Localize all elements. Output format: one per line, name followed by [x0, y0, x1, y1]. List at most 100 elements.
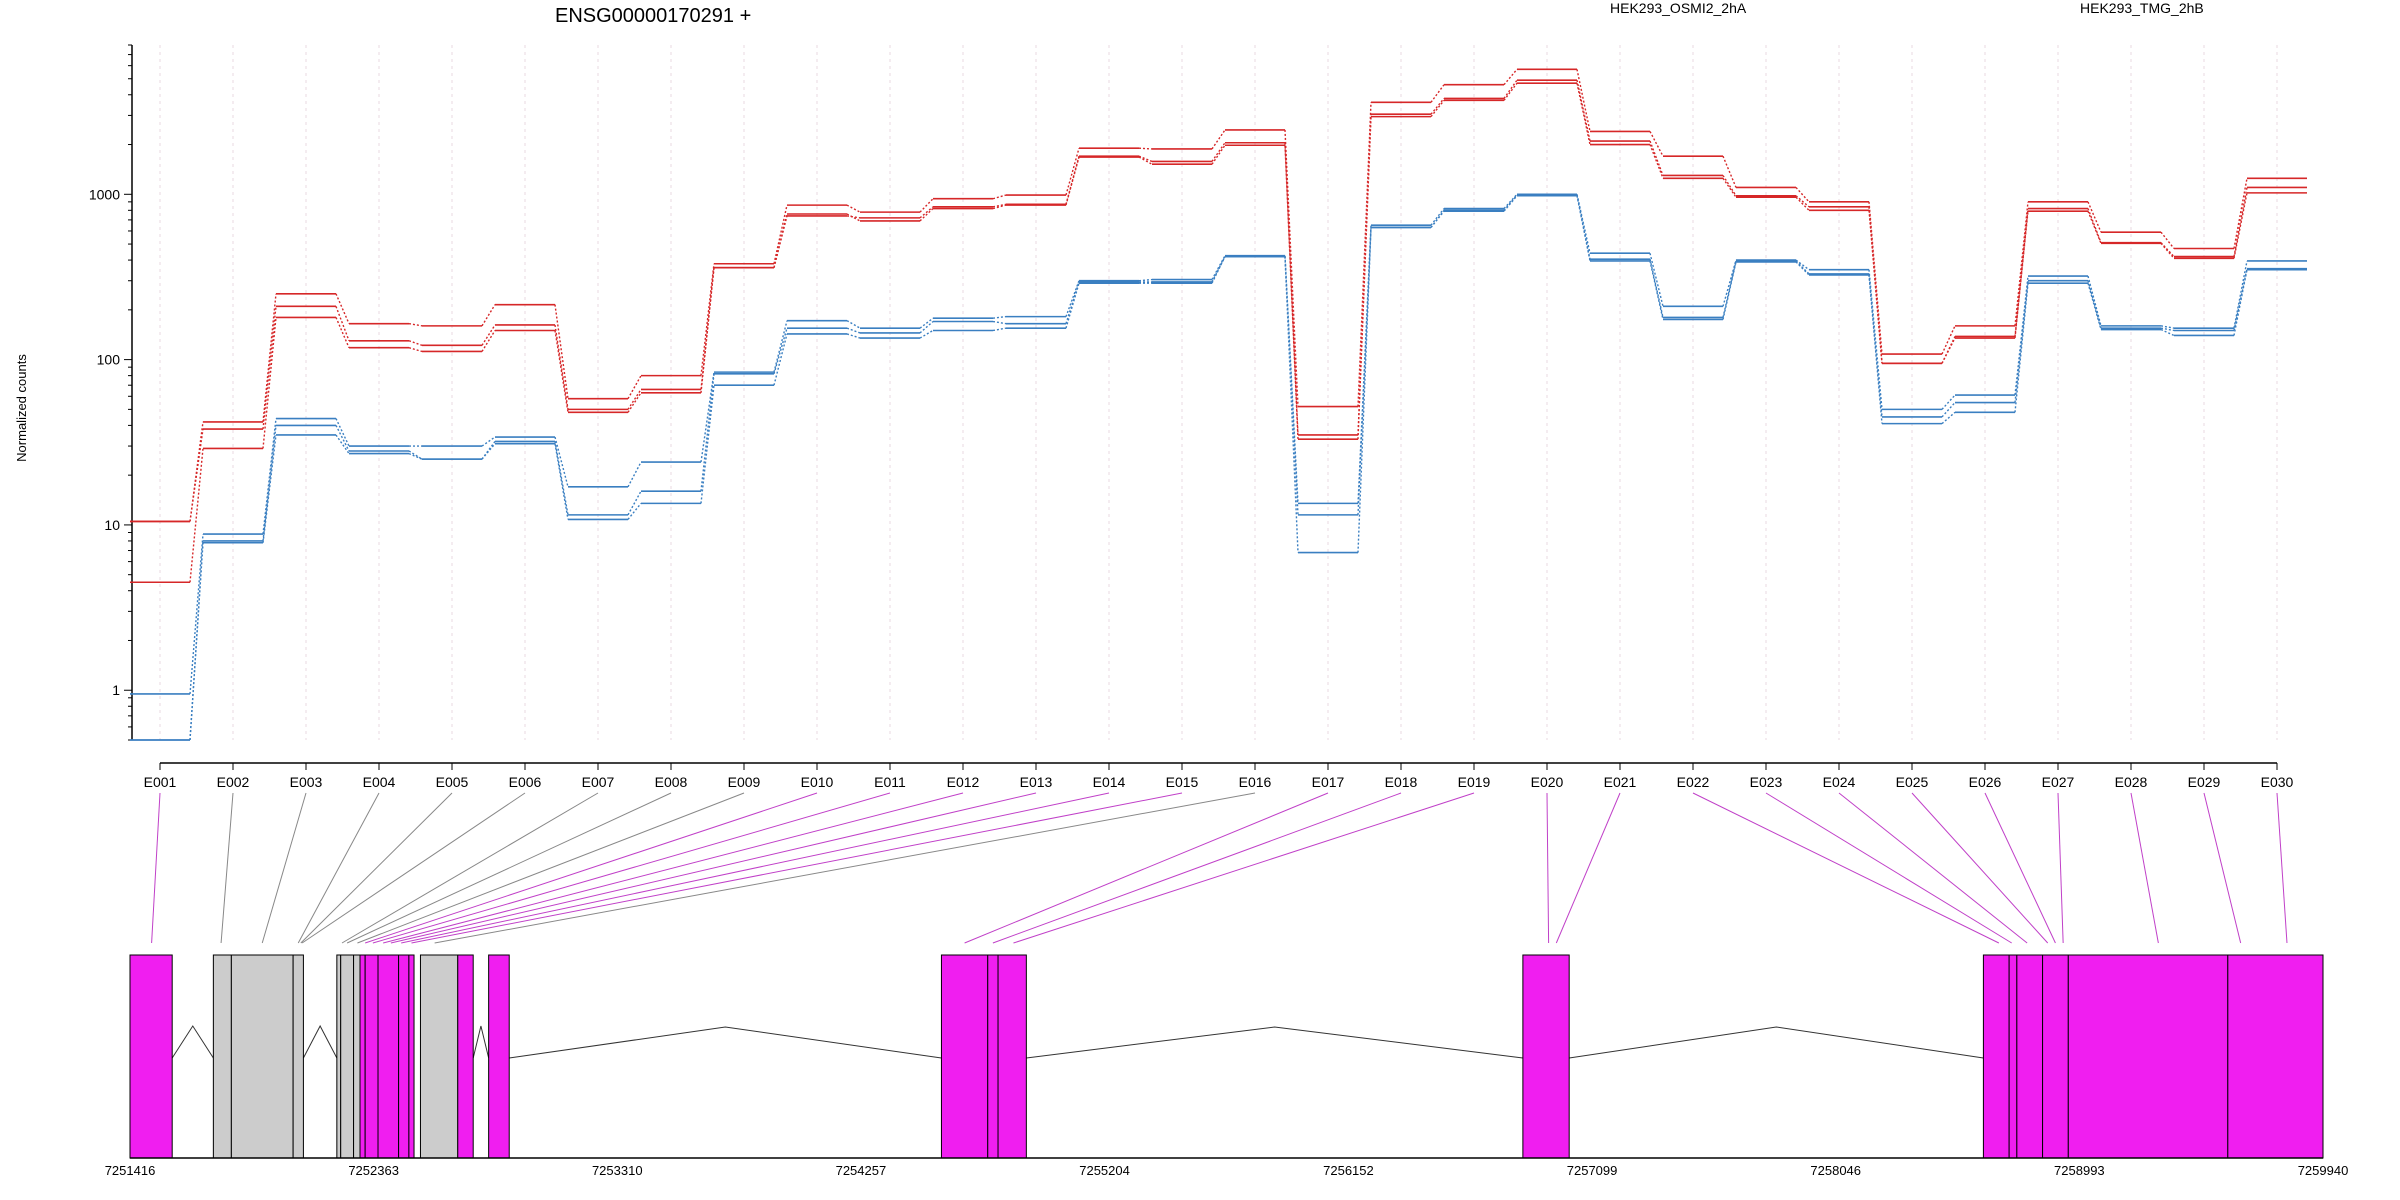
connector-segment: [554, 441, 569, 516]
connector-segment: [408, 452, 423, 460]
connector-segment: [1722, 175, 1737, 197]
connector-segment: [846, 333, 861, 339]
exon-segment: [353, 954, 361, 1159]
connector-segment: [846, 215, 861, 219]
connector-segment: [2233, 178, 2248, 249]
exon-link-line: [434, 792, 1256, 944]
series-line: [130, 79, 2307, 523]
x-tick-label: E030: [2261, 774, 2294, 790]
connector-segment: [2160, 231, 2175, 249]
exon-segment: [2016, 954, 2044, 1159]
x-tick-label: E027: [2042, 774, 2075, 790]
connector-segment: [627, 490, 642, 516]
exon-link-line: [2276, 792, 2288, 944]
exon-link-line: [2130, 792, 2159, 944]
connector-segment: [1722, 177, 1737, 198]
connector-segment: [992, 203, 1007, 208]
x-tick-label: E028: [2115, 774, 2148, 790]
exon-link-line: [341, 792, 599, 944]
connector-segment: [773, 213, 788, 268]
exon-link-line: [364, 792, 818, 944]
legend-osmi2: HEK293_OSMI2_2hA: [1610, 0, 1747, 16]
exon-link-line: [297, 792, 380, 944]
exon-link-line: [964, 792, 1329, 944]
x-tick-label: E011: [874, 774, 906, 790]
connector-segment: [773, 320, 788, 373]
connector-segment: [1649, 131, 1664, 157]
exon-link-line: [346, 792, 672, 944]
genomic-tick-label: 7253310: [592, 1163, 643, 1178]
x-tick-label: E002: [217, 774, 250, 790]
intron-line: [1026, 1026, 1523, 1059]
connector-segment: [1430, 208, 1445, 226]
series-line: [130, 194, 2307, 741]
connector-segment: [1795, 259, 1810, 271]
connector-segment: [2014, 283, 2029, 413]
series-lines: [130, 68, 2307, 741]
x-tick-label: E025: [1896, 774, 1929, 790]
connector-segment: [1357, 102, 1372, 407]
x-tick-label: E018: [1385, 774, 1418, 790]
connector-segment: [335, 317, 350, 349]
exon-segment: [987, 954, 999, 1159]
connector-segment: [1503, 82, 1518, 101]
connector-segment: [773, 204, 788, 264]
connector-segment: [992, 194, 1007, 200]
connector-segment: [1284, 256, 1299, 515]
connector-segment: [2160, 242, 2175, 259]
connector-segment: [481, 440, 496, 460]
x-tick-label: E008: [655, 774, 688, 790]
connector-segment: [1722, 260, 1737, 318]
x-tick-label: E001: [144, 774, 177, 790]
connector-segment: [408, 450, 423, 460]
exon-link-line: [220, 792, 234, 944]
genomic-tick-label: 7257099: [1567, 1163, 1618, 1178]
exon-link-line: [301, 792, 526, 944]
connector-segment: [2160, 328, 2175, 337]
x-tick-label: E023: [1750, 774, 1783, 790]
exon-link-line: [1546, 792, 1550, 944]
exon-segment: [2042, 954, 2069, 1159]
exon-segment: [336, 954, 342, 1159]
connector-segment: [189, 428, 204, 522]
x-tick-label: E005: [436, 774, 469, 790]
connector-segment: [262, 317, 277, 449]
connector-segment: [2233, 192, 2248, 259]
exon-link-line: [1013, 792, 1475, 944]
exon-link-line: [300, 792, 453, 944]
connector-segment: [554, 436, 569, 488]
exon-segment: [2227, 954, 2324, 1159]
connector-segment: [846, 327, 861, 334]
exon-link-line: [1838, 792, 2028, 944]
intron-line: [509, 1026, 942, 1059]
connector-segment: [554, 304, 569, 399]
connector-segment: [408, 347, 423, 353]
connector-segment: [335, 418, 350, 447]
exon-link-line: [383, 792, 964, 944]
y-axis: 1 10 100 1000: [89, 44, 133, 741]
connector-segment: [262, 425, 277, 542]
exon-segment: [997, 954, 1027, 1159]
connector-segment: [408, 340, 423, 346]
connector-segment: [627, 461, 642, 488]
y-tick-label: 100: [97, 352, 121, 368]
connector-segment: [2087, 201, 2102, 233]
connector-segment: [1722, 261, 1737, 320]
connector-segment: [2014, 280, 2029, 403]
connector-segment: [1211, 142, 1226, 162]
connector-segment: [700, 373, 715, 492]
connector-segment: [1576, 195, 1591, 262]
connector-segment: [700, 372, 715, 463]
connector-segment: [481, 436, 496, 447]
connector-segment: [1576, 69, 1591, 132]
exon-segment: [129, 954, 173, 1159]
exon-link-line: [2203, 792, 2242, 944]
exon-segment: [292, 954, 304, 1159]
connector-segment: [262, 306, 277, 430]
connector-segment: [1941, 337, 1956, 364]
connector-segment: [627, 389, 642, 410]
connector-segment: [481, 330, 496, 352]
exon-segment: [212, 954, 232, 1159]
connector-segment: [1357, 116, 1372, 440]
